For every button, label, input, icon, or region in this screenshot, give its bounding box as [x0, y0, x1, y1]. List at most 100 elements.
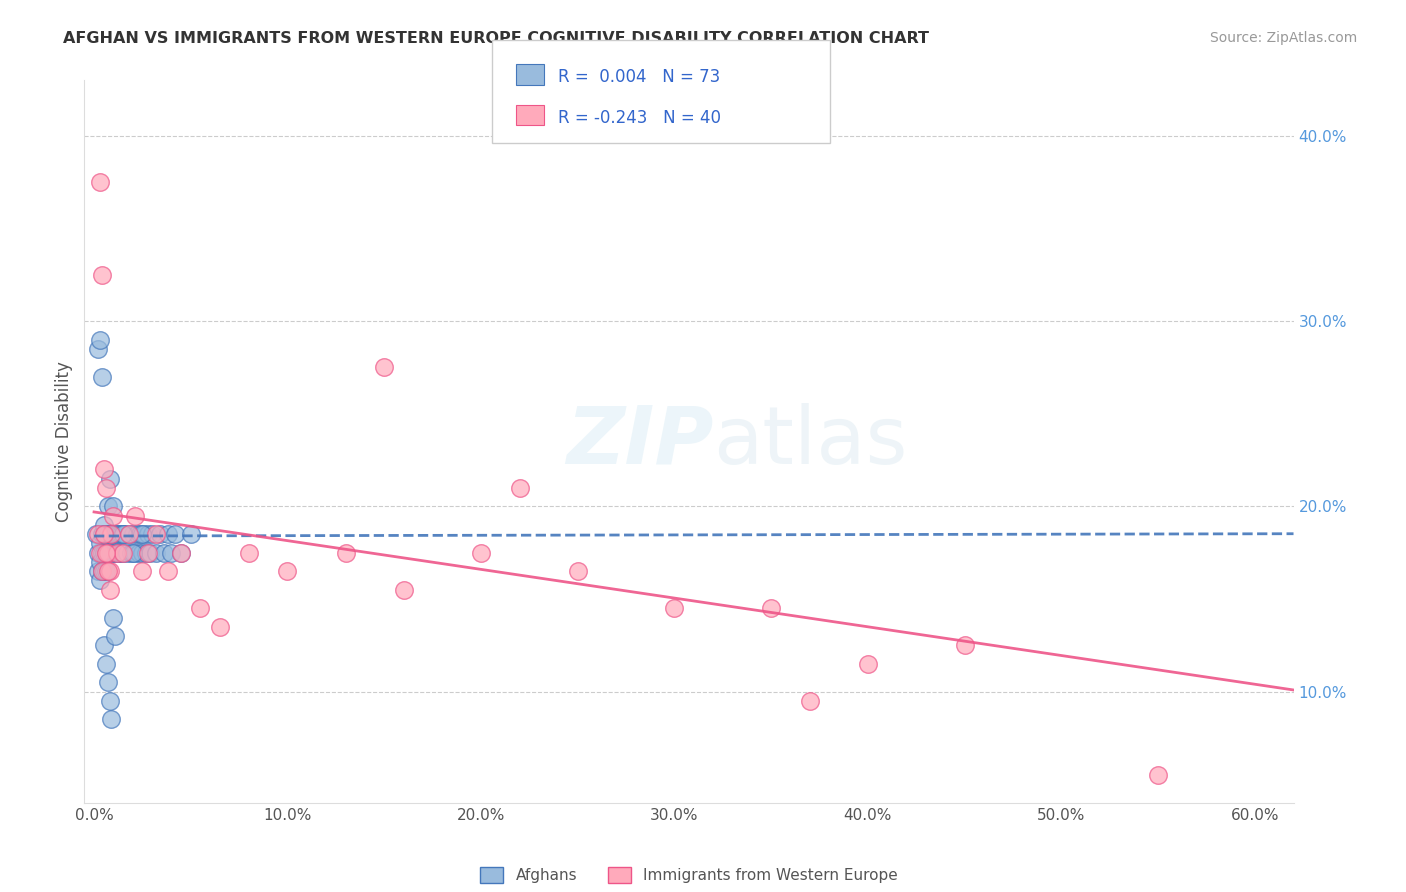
Point — [856, 657, 879, 671]
Point — [93, 564, 115, 578]
Point — [93, 462, 115, 476]
Point — [953, 638, 976, 652]
Text: R = -0.243   N = 40: R = -0.243 N = 40 — [558, 109, 721, 127]
Point — [156, 527, 179, 541]
Point — [136, 527, 159, 541]
Point — [103, 508, 125, 523]
Point — [131, 564, 153, 578]
Point — [100, 546, 122, 560]
Point — [103, 546, 125, 560]
Point — [87, 546, 110, 560]
Point — [93, 527, 115, 541]
Point — [120, 546, 142, 560]
Point — [90, 546, 112, 560]
Point — [98, 527, 121, 541]
Point — [114, 527, 136, 541]
Point — [180, 527, 202, 541]
Point — [100, 713, 122, 727]
Point — [104, 527, 127, 541]
Point — [110, 546, 132, 560]
Point — [103, 527, 125, 541]
Point — [93, 527, 115, 541]
Point — [170, 546, 193, 560]
Point — [110, 527, 132, 541]
Legend: Afghans, Immigrants from Western Europe: Afghans, Immigrants from Western Europe — [474, 861, 904, 889]
Point — [121, 527, 143, 541]
Y-axis label: Cognitive Disability: Cognitive Disability — [55, 361, 73, 522]
Point — [664, 601, 686, 615]
Point — [105, 527, 128, 541]
Point — [90, 527, 112, 541]
Point — [152, 546, 174, 560]
Point — [105, 546, 128, 560]
Point — [87, 564, 110, 578]
Point — [118, 527, 141, 541]
Point — [124, 508, 146, 523]
Point — [190, 601, 212, 615]
Point — [104, 629, 127, 643]
Point — [112, 546, 135, 560]
Point — [97, 527, 120, 541]
Text: atlas: atlas — [713, 402, 907, 481]
Point — [145, 546, 167, 560]
Text: Source: ZipAtlas.com: Source: ZipAtlas.com — [1209, 31, 1357, 45]
Point — [124, 546, 146, 560]
Point — [103, 500, 125, 514]
Text: ZIP: ZIP — [565, 402, 713, 481]
Point — [98, 564, 121, 578]
Point — [759, 601, 782, 615]
Point — [89, 546, 111, 560]
Point — [108, 527, 131, 541]
Point — [134, 527, 156, 541]
Point — [136, 546, 159, 560]
Point — [94, 564, 117, 578]
Point — [149, 527, 172, 541]
Point — [90, 369, 112, 384]
Point — [103, 610, 125, 624]
Point — [90, 564, 112, 578]
Point — [97, 546, 120, 560]
Point — [87, 342, 110, 356]
Text: R =  0.004   N = 73: R = 0.004 N = 73 — [558, 69, 720, 87]
Point — [139, 546, 162, 560]
Point — [93, 546, 115, 560]
Point — [87, 527, 110, 541]
Point — [112, 546, 135, 560]
Point — [84, 527, 107, 541]
Point — [170, 546, 193, 560]
Point — [97, 546, 120, 560]
Point — [160, 546, 183, 560]
Point — [799, 694, 821, 708]
Point — [89, 175, 111, 189]
Point — [470, 546, 492, 560]
Point — [1147, 768, 1170, 782]
Point — [94, 657, 117, 671]
Point — [94, 481, 117, 495]
Point — [156, 564, 179, 578]
Point — [97, 500, 120, 514]
Point — [100, 527, 122, 541]
Point — [115, 546, 138, 560]
Point — [128, 546, 150, 560]
Point — [238, 546, 260, 560]
Point — [93, 517, 115, 532]
Point — [121, 546, 143, 560]
Point — [89, 555, 111, 569]
Point — [165, 527, 187, 541]
Point — [112, 527, 135, 541]
Point — [373, 360, 395, 375]
Point — [392, 582, 415, 597]
Point — [94, 527, 117, 541]
Point — [141, 527, 163, 541]
Point — [118, 527, 141, 541]
Point — [129, 527, 152, 541]
Point — [276, 564, 298, 578]
Point — [131, 546, 153, 560]
Point — [112, 527, 135, 541]
Point — [94, 546, 117, 560]
Point — [89, 536, 111, 550]
Point — [89, 333, 111, 347]
Point — [98, 582, 121, 597]
Point — [125, 527, 148, 541]
Text: AFGHAN VS IMMIGRANTS FROM WESTERN EUROPE COGNITIVE DISABILITY CORRELATION CHART: AFGHAN VS IMMIGRANTS FROM WESTERN EUROPE… — [63, 31, 929, 46]
